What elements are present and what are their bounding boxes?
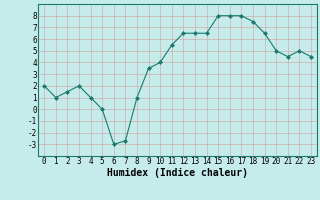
X-axis label: Humidex (Indice chaleur): Humidex (Indice chaleur)	[107, 168, 248, 178]
